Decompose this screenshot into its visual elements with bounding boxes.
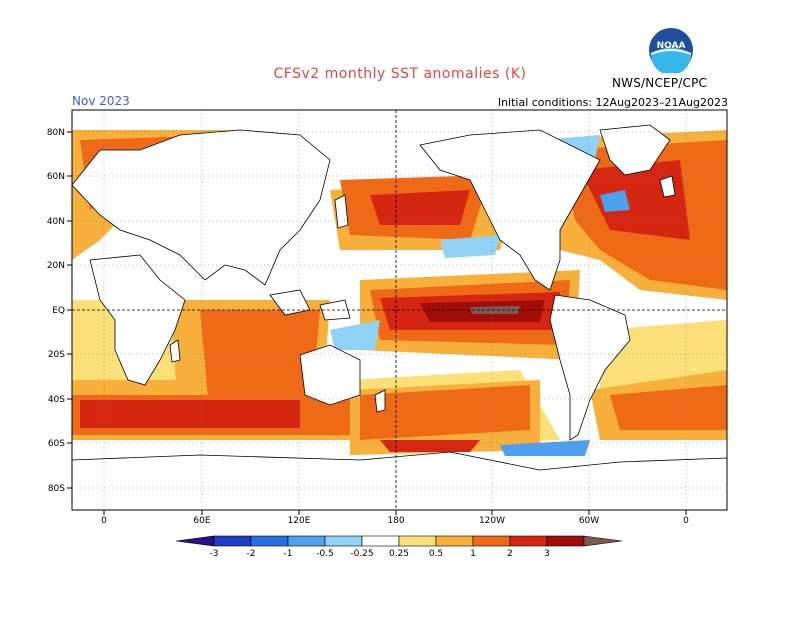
colorbar-level-label: 3 [544, 549, 550, 559]
colorbar: -3 -2 -1 -0.5 -0.25 0.25 0.5 1 2 3 [175, 535, 623, 559]
lon-label-60e: 60E [193, 516, 210, 526]
colorbar-level-label: 0.25 [389, 549, 409, 559]
colorbar-level-label: -1 [284, 549, 293, 559]
lon-label-180: 180 [387, 516, 404, 526]
colorbar-low-extension [175, 535, 215, 547]
agency-label: NWS/NCEP/CPC [612, 76, 708, 90]
svg-text:NOAA: NOAA [657, 41, 686, 51]
lon-label-0-east: 0 [683, 516, 689, 526]
colorbar-high-extension [583, 535, 623, 547]
forecast-month: Nov 2023 [72, 94, 130, 108]
lat-label-40s: 40S [48, 395, 65, 405]
chart-title: CFSv2 monthly SST anomalies (K) [273, 66, 527, 82]
colorbar-level-label: -0.25 [350, 549, 373, 559]
equator-dateline [72, 110, 727, 510]
colorbar-level-label: -3 [210, 549, 219, 559]
colorbar-level-label: 1 [470, 549, 476, 559]
lat-label-80s: 80S [48, 484, 65, 494]
colorbar-segment [361, 535, 400, 547]
lat-label-80n: 80N [47, 128, 65, 138]
lat-label-60n: 60N [47, 172, 65, 182]
colorbar-segment [213, 535, 252, 547]
initial-conditions: Initial conditions: 12Aug2023–21Aug2023 [497, 96, 728, 109]
lat-label-40n: 40N [47, 217, 65, 227]
colorbar-segment [324, 535, 363, 547]
colorbar-segment [546, 535, 585, 547]
lon-label-60w: 60W [579, 516, 599, 526]
noaa-logo: NOAA [649, 28, 693, 73]
colorbar-level-label: 2 [507, 549, 513, 559]
anomaly-field [72, 110, 727, 510]
lat-label-20n: 20N [47, 261, 65, 271]
colorbar-segment [435, 535, 474, 547]
colorbar-segment [472, 535, 511, 547]
colorbar-level-label: -0.5 [316, 549, 334, 559]
lon-label-0-west: 0 [101, 516, 107, 526]
colorbar-level-label: 0.5 [429, 549, 443, 559]
lat-label-eq: EQ [52, 306, 65, 316]
colorbar-segment [250, 535, 289, 547]
colorbar-level-label: -2 [247, 549, 256, 559]
colorbar-segment [398, 535, 437, 547]
colorbar-segment [509, 535, 548, 547]
lon-label-120e: 120E [288, 516, 311, 526]
lon-label-120w: 120W [479, 516, 505, 526]
colorbar-segment [287, 535, 326, 547]
coastlines [72, 124, 727, 510]
lat-label-60s: 60S [48, 439, 65, 449]
lat-label-20s: 20S [48, 350, 65, 360]
